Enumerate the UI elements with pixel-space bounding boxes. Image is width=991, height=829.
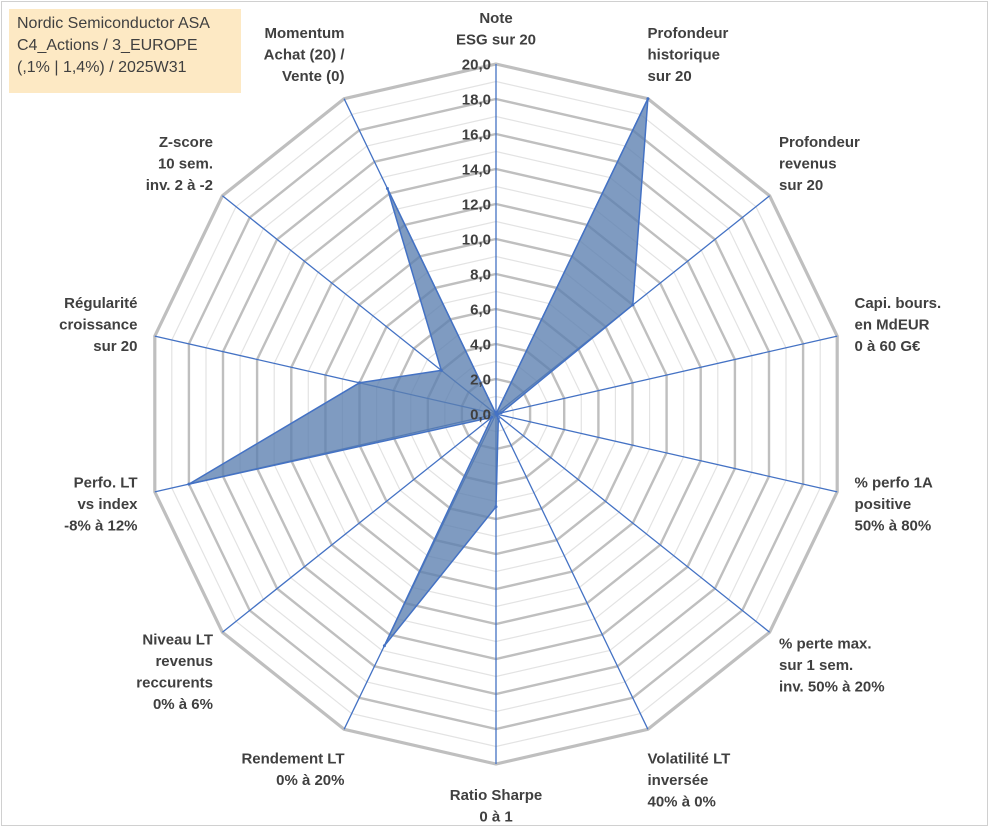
axis-label-line: Z-score [159,134,213,151]
axis-label: % perfo 1A positive 50% à 80% [855,474,934,534]
axis-label-line: Capi. bours. [855,295,942,312]
axis-label-line: Ratio Sharpe [450,787,543,804]
axis-label: Rendement LT 0% à 20% [241,750,344,789]
title-box: Nordic Semiconductor ASA C4_Actions / 3_… [9,9,241,93]
axis-label-line: vs index [77,496,138,513]
axis-label: % perte max. sur 1 sem. inv. 50% à 20% [779,636,885,696]
axis-label-line: croissance [59,317,137,334]
axis-label-line: Momentum [265,25,345,42]
data-point [499,411,503,415]
radar-spoke [495,413,649,730]
axis-label-line: Profondeur [648,25,729,42]
axis-label-line: -8% à 12% [64,517,137,534]
axis-label: Profondeur historique sur 20 [648,25,729,85]
axis-label-line: % perte max. [779,636,872,653]
data-point [646,97,650,101]
data-point [382,644,386,648]
axis-label-line: inv. 50% à 20% [779,679,885,696]
axis-label: Note ESG sur 20 [456,10,536,49]
axis-label-line: inv. 2 à -2 [146,177,213,194]
tick-label: 12,0 [462,197,491,214]
axis-label-line: Note [479,10,512,27]
radar-series [187,97,650,648]
tick-label: 14,0 [462,162,491,179]
axis-label-line: Niveau LT [142,632,213,649]
axis-label: Niveau LT revenus reccurents 0% à 6% [136,632,213,714]
axis-label: Perfo. LT vs index -8% à 12% [64,474,138,534]
tick-label: 18,0 [462,92,491,109]
axis-label-line: ESG sur 20 [456,32,536,49]
data-point [496,417,500,421]
data-point [439,368,443,372]
axis-label-line: revenus [155,653,213,670]
tick-label: 20,0 [462,57,491,74]
data-point [490,415,494,419]
tick-label: 4,0 [470,337,491,354]
axis-label-line: Achat (20) / [264,47,346,64]
title-line-2: C4_Actions / 3_EUROPE [17,37,198,54]
axis-label-line: 50% à 80% [855,517,932,534]
axis-label-line: 0% à 6% [153,696,213,713]
axis-label-line: Volatilité LT [648,750,731,767]
radar-spoke [495,413,838,493]
axis-label: Régularité croissance sur 20 [59,295,137,355]
axis-label-line: historique [648,47,721,64]
tick-label: 16,0 [462,127,491,144]
axis-label-line: positive [855,496,912,513]
title-line-1: Nordic Semiconductor ASA [17,15,210,32]
radar-axis-labels: Note ESG sur 20 Profondeur historique sur 20… [59,10,941,826]
axis-label: Profondeur revenus sur 20 [779,134,860,194]
data-point [494,505,498,509]
radar-spoke [495,413,771,633]
data-point [494,412,498,416]
axis-label-line: reccurents [136,675,213,692]
title-line-3: (,1% | 1,4%) / 2025W31 [17,59,187,76]
axis-label: Ratio Sharpe 0 à 1 [450,787,543,826]
data-point [385,187,389,190]
data-point [631,303,635,307]
tick-label: 8,0 [470,267,491,284]
axis-label-line: 0 à 1 [479,809,512,826]
radar-tick-labels: 0,0 2,0 4,0 6,0 8,0 10,0 12,0 14,0 16,0 18,0 20,0 [462,57,491,424]
axis-label-line: Régularité [64,295,137,312]
axis-label-line: Profondeur [779,134,860,151]
tick-label: 6,0 [470,302,491,319]
radar-spoke [221,413,497,633]
axis-label-line: Perfo. LT [74,474,138,491]
axis-label-line: 0% à 20% [276,772,344,789]
axis-label: Z-score 10 sem. inv. 2 à -2 [146,134,213,194]
axis-label: Capi. bours. en MdEUR 0 à 60 G€ [855,295,942,355]
axis-label-line: sur 20 [648,68,692,85]
axis-label-line: Vente (0) [282,68,345,85]
axis-label-line: 0 à 60 G€ [855,338,922,355]
data-point [187,482,191,486]
radar-spoke [495,335,838,415]
tick-label: 0,0 [470,407,491,424]
axis-label: Momentum Achat (20) / Vente (0) [264,25,346,85]
axis-label-line: sur 20 [93,338,137,355]
axis-label-line: en MdEUR [855,317,930,334]
axis-label-line: Rendement LT [241,750,344,767]
axis-label: Volatilité LT inversée 40% à 0% [648,750,731,810]
data-point [358,381,361,385]
axis-label-line: inversée [648,772,709,789]
series-area [188,97,649,647]
axis-label-line: sur 1 sem. [779,657,853,674]
axis-label-line: 40% à 0% [648,793,716,810]
tick-label: 10,0 [462,232,491,249]
axis-label-line: 10 sem. [158,156,213,173]
axis-label-line: % perfo 1A [855,474,934,491]
axis-label-line: sur 20 [779,177,823,194]
axis-label-line: revenus [779,156,837,173]
tick-label: 2,0 [470,372,491,389]
